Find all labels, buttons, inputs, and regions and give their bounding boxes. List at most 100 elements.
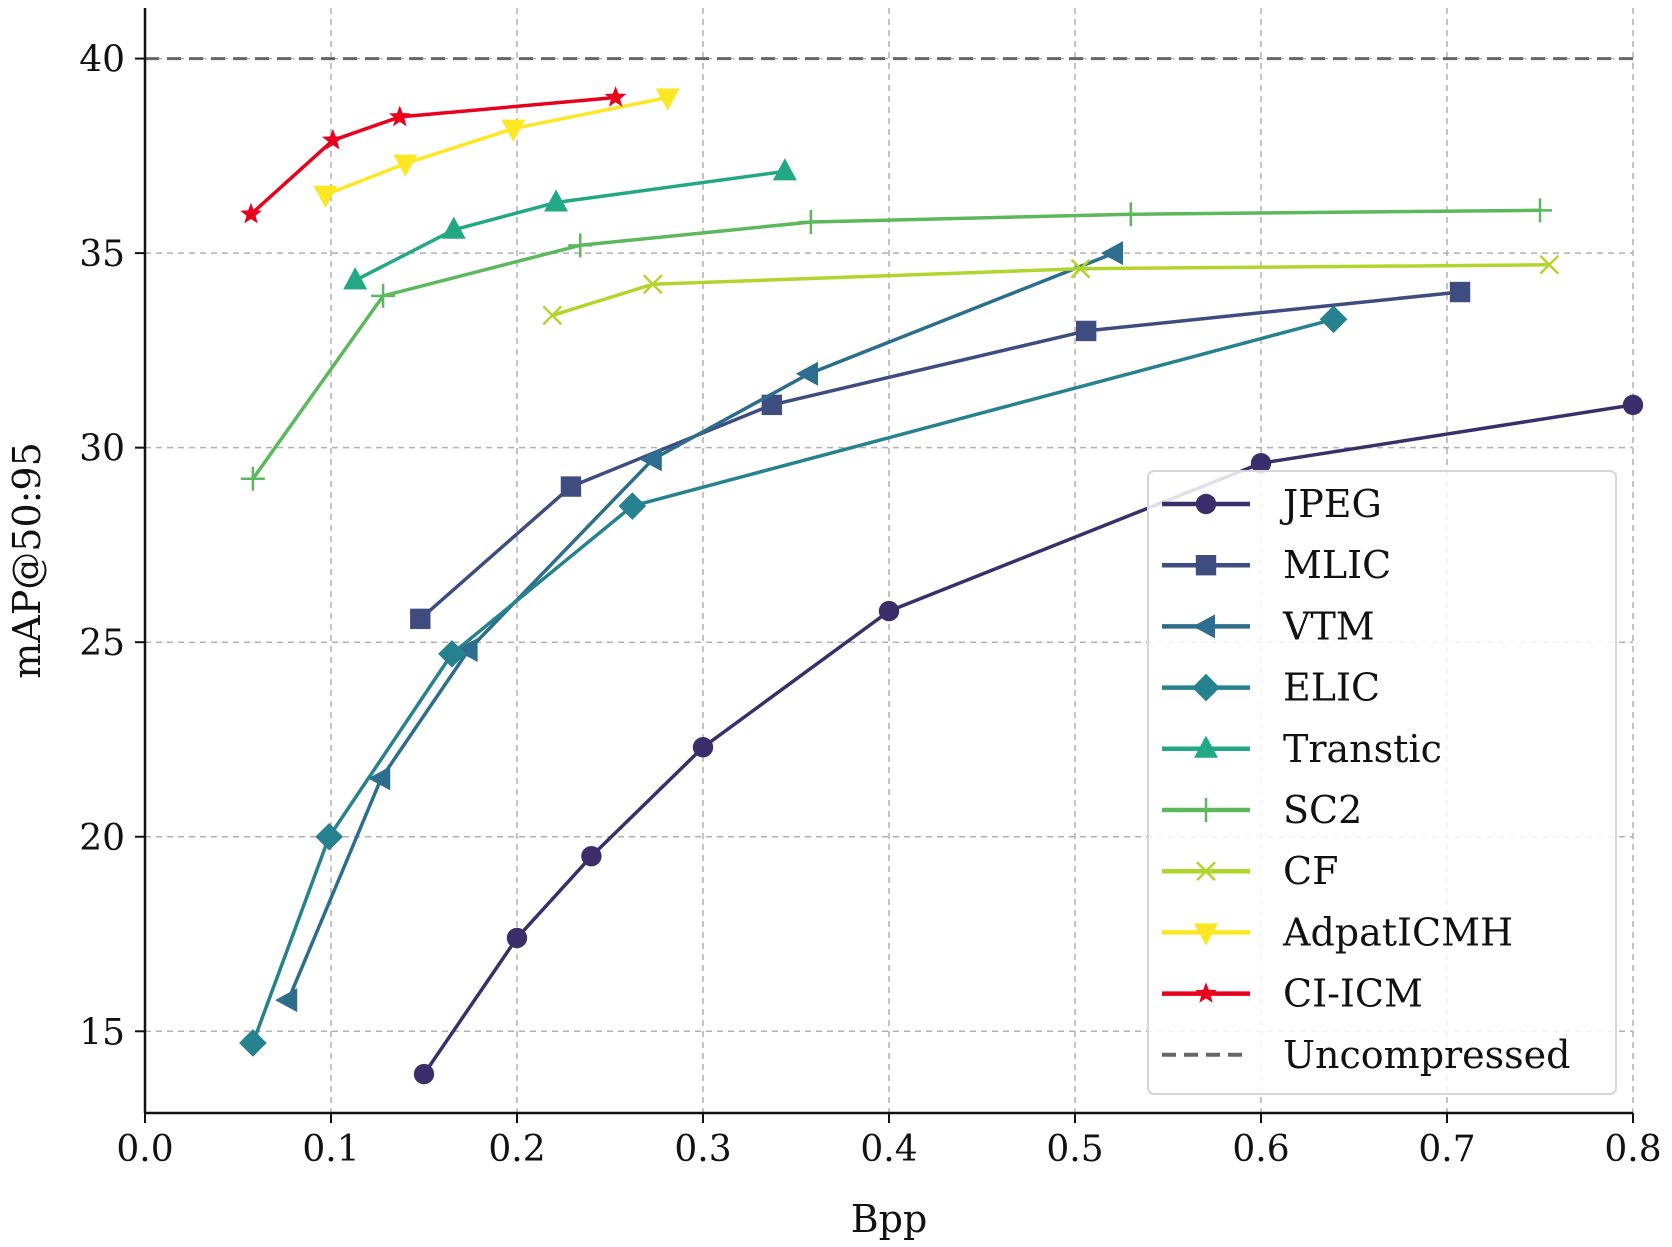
data-point xyxy=(1449,281,1471,303)
data-point xyxy=(795,361,819,386)
x-tick-label: 0.6 xyxy=(1232,1129,1289,1170)
legend-item-cf: CF xyxy=(1162,849,1338,893)
series-mlic xyxy=(410,281,1471,630)
data-point xyxy=(240,202,262,224)
y-tick-label: 25 xyxy=(79,623,125,664)
data-point xyxy=(798,209,823,234)
data-point xyxy=(1539,254,1560,275)
data-point xyxy=(371,283,396,308)
series-adpaticmh xyxy=(313,88,680,208)
x-tick-label: 0.0 xyxy=(116,1129,173,1170)
legend-label: AdpatICMH xyxy=(1282,910,1513,954)
legend-label: SC2 xyxy=(1283,788,1362,832)
x-tick-label: 0.2 xyxy=(488,1129,545,1170)
data-point xyxy=(413,1063,435,1085)
y-tick-label: 20 xyxy=(79,818,125,859)
x-tick-label: 0.8 xyxy=(1604,1129,1661,1170)
data-point xyxy=(239,1029,267,1057)
legend-label: VTM xyxy=(1282,604,1375,648)
data-point xyxy=(1070,258,1091,279)
series-ci-icm xyxy=(240,86,627,224)
data-point xyxy=(544,189,569,212)
series-vtm xyxy=(275,241,1124,1013)
x-tick-label: 0.5 xyxy=(1046,1129,1103,1170)
data-point xyxy=(1622,394,1644,416)
data-point xyxy=(642,274,663,295)
legend-label: Uncompressed xyxy=(1283,1033,1571,1077)
data-point xyxy=(410,608,431,630)
series-line xyxy=(354,169,786,282)
legend-item-adpaticmh: AdpatICMH xyxy=(1162,910,1513,954)
data-point xyxy=(1528,198,1552,223)
series-line xyxy=(286,251,1115,1001)
data-point xyxy=(542,305,563,326)
data-point xyxy=(761,394,783,416)
data-point xyxy=(501,119,526,142)
legend-label: Transtic xyxy=(1283,727,1442,771)
legend-item-uncompressed: Uncompressed xyxy=(1162,1033,1571,1077)
data-point xyxy=(772,158,797,181)
legend-item-elic: ELIC xyxy=(1162,666,1380,710)
data-point xyxy=(322,128,344,150)
ticks: 0.0 0.1 0.2 0.3 0.4 0.5 0.6 0.7 0.8 15 20 25 30 35 40 xyxy=(79,40,1661,1170)
series-line xyxy=(251,208,1541,480)
data-point xyxy=(604,86,627,107)
data-point xyxy=(275,988,298,1013)
y-tick-label: 15 xyxy=(79,1012,125,1053)
data-point xyxy=(1194,735,1218,758)
data-point xyxy=(343,267,368,290)
x-tick-label: 0.1 xyxy=(302,1129,359,1170)
series-line xyxy=(551,263,1550,318)
data-point xyxy=(313,185,338,208)
data-point xyxy=(1100,241,1124,266)
legend-item-mlic: MLIC xyxy=(1162,543,1391,587)
data-point xyxy=(1194,798,1218,822)
series-line xyxy=(249,95,616,216)
y-tick-label: 40 xyxy=(79,40,125,81)
legend-item-vtm: VTM xyxy=(1162,604,1375,648)
legend-label: MLIC xyxy=(1283,543,1391,587)
data-point xyxy=(455,637,478,662)
legend-item-sc2: SC2 xyxy=(1162,788,1362,832)
data-point xyxy=(1194,923,1218,946)
legend-label: JPEG xyxy=(1279,482,1382,526)
series-layer xyxy=(145,57,1644,1085)
data-point xyxy=(560,476,582,497)
series-sc2 xyxy=(240,198,1552,491)
data-point xyxy=(1075,320,1097,342)
series-cf xyxy=(542,254,1560,326)
legend-item-ci-icm: CI-ICM xyxy=(1162,972,1423,1016)
data-point xyxy=(1192,614,1215,639)
y-tick-label: 30 xyxy=(79,429,125,470)
data-point xyxy=(1195,982,1217,1003)
data-point xyxy=(1319,305,1348,334)
data-point xyxy=(878,600,900,622)
legend-item-jpeg: JPEG xyxy=(1162,482,1382,526)
data-point xyxy=(393,154,418,177)
data-point xyxy=(315,822,343,851)
series-line xyxy=(324,95,669,197)
x-tick-label: 0.7 xyxy=(1418,1129,1475,1170)
legend-label: ELIC xyxy=(1283,666,1380,710)
series-transtic xyxy=(343,158,797,290)
x-axis-label: Bpp xyxy=(851,1197,928,1241)
data-point xyxy=(568,233,593,258)
data-point xyxy=(1118,202,1143,227)
y-axis-label: mAP@50:95 xyxy=(5,442,49,679)
legend-label: CF xyxy=(1283,849,1338,893)
data-point xyxy=(506,927,528,949)
data-point xyxy=(692,737,714,758)
data-point xyxy=(240,466,265,491)
data-point xyxy=(389,105,411,127)
x-tick-label: 0.3 xyxy=(674,1129,731,1170)
data-point xyxy=(1196,861,1216,882)
legend: JPEG MLIC VTM ELIC Transtic SC2 CF AdpatICMH CI-… xyxy=(1147,470,1617,1095)
data-point xyxy=(1195,555,1217,576)
data-point xyxy=(581,846,602,867)
x-tick-label: 0.4 xyxy=(860,1129,917,1170)
series-jpeg xyxy=(413,394,1644,1085)
data-point xyxy=(618,492,647,520)
legend-label: CI-ICM xyxy=(1283,972,1423,1016)
data-point xyxy=(655,88,680,111)
